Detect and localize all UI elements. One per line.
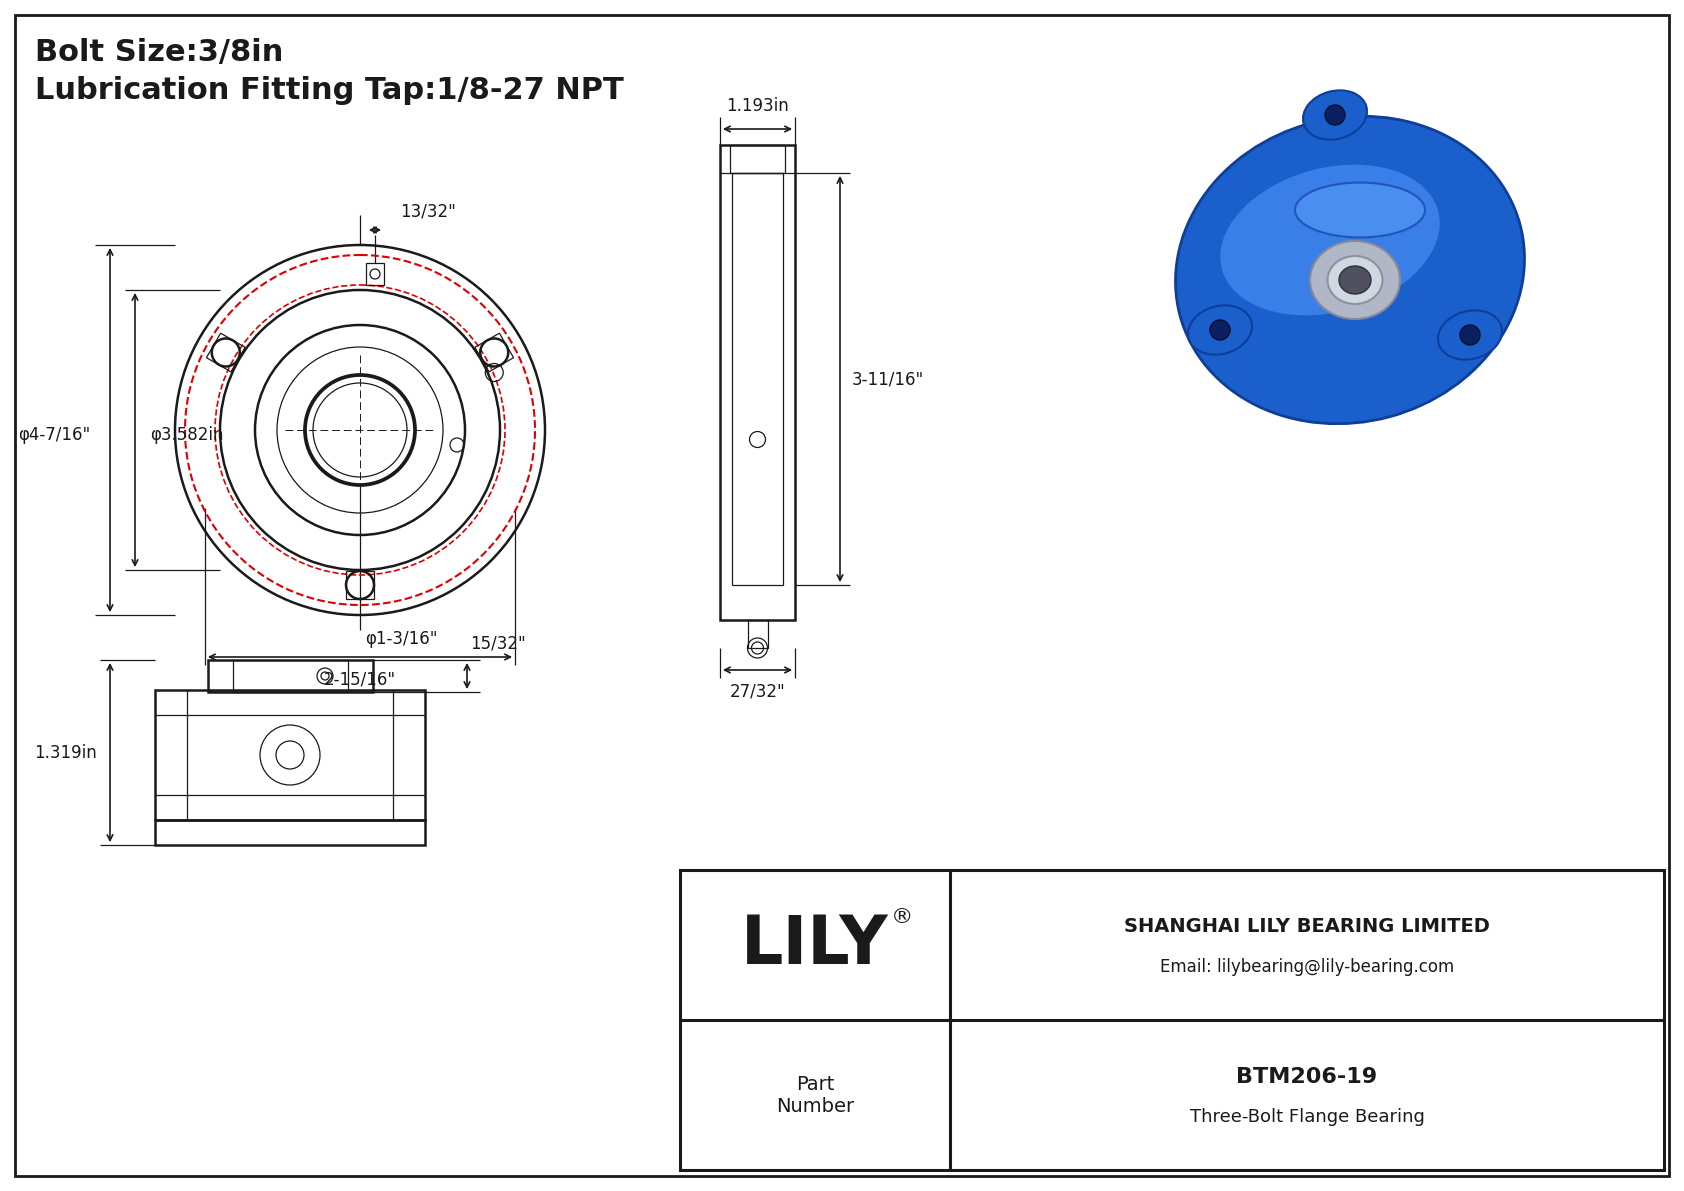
Text: BTM206-19: BTM206-19 — [1236, 1067, 1378, 1087]
Text: 1.193in: 1.193in — [726, 96, 788, 116]
Text: 13/32": 13/32" — [401, 202, 456, 220]
Bar — [155, 690, 424, 819]
Ellipse shape — [1310, 241, 1399, 319]
Bar — [748, 621, 768, 648]
Text: 2-15/16": 2-15/16" — [323, 671, 396, 688]
Text: 1.319in: 1.319in — [34, 743, 98, 761]
Ellipse shape — [1438, 311, 1502, 360]
Ellipse shape — [1175, 117, 1524, 424]
Ellipse shape — [1327, 256, 1383, 304]
Bar — [232, 660, 347, 692]
Bar — [733, 173, 783, 585]
Text: Bolt Size:3/8in: Bolt Size:3/8in — [35, 38, 283, 67]
Ellipse shape — [1303, 91, 1367, 139]
Bar — [365, 263, 384, 285]
Text: Lubrication Fitting Tap:1/8-27 NPT: Lubrication Fitting Tap:1/8-27 NPT — [35, 76, 623, 105]
Bar — [680, 869, 1664, 1170]
Bar — [721, 145, 795, 621]
Text: φ4-7/16": φ4-7/16" — [19, 426, 89, 444]
Ellipse shape — [1187, 305, 1251, 355]
Bar — [729, 145, 785, 173]
Text: 27/32": 27/32" — [729, 682, 785, 701]
Text: Part
Number: Part Number — [776, 1074, 854, 1116]
Ellipse shape — [1221, 164, 1440, 316]
Text: φ1-3/16": φ1-3/16" — [365, 630, 438, 648]
Ellipse shape — [1295, 182, 1425, 237]
Text: Three-Bolt Flange Bearing: Three-Bolt Flange Bearing — [1189, 1108, 1425, 1125]
Circle shape — [1325, 105, 1346, 125]
Text: φ3.582in: φ3.582in — [150, 426, 224, 444]
Text: ®: ® — [891, 908, 913, 927]
Text: Email: lilybearing@lily-bearing.com: Email: lilybearing@lily-bearing.com — [1160, 958, 1453, 975]
Circle shape — [1211, 320, 1229, 339]
Text: LILY: LILY — [741, 912, 889, 978]
Bar — [207, 660, 372, 692]
Text: 15/32": 15/32" — [470, 634, 525, 651]
Text: 3-11/16": 3-11/16" — [852, 370, 925, 388]
Bar — [155, 819, 424, 844]
Text: SHANGHAI LILY BEARING LIMITED: SHANGHAI LILY BEARING LIMITED — [1123, 917, 1490, 936]
Circle shape — [1460, 325, 1480, 345]
Ellipse shape — [1339, 266, 1371, 294]
